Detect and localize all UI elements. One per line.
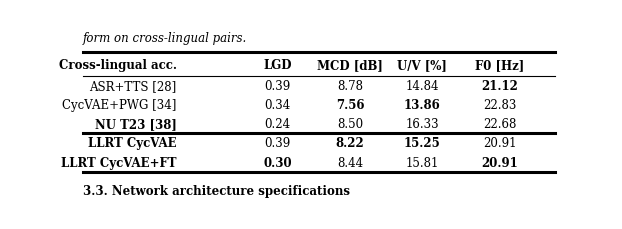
Text: 20.91: 20.91 [483,136,516,150]
Text: 8.50: 8.50 [337,117,363,130]
Text: 16.33: 16.33 [406,117,439,130]
Text: LLRT CycVAE+FT: LLRT CycVAE+FT [61,156,177,169]
Text: 22.68: 22.68 [483,117,516,130]
Text: 3.3. Network architecture specifications: 3.3. Network architecture specifications [83,184,350,197]
Text: CycVAE+PWG [34]: CycVAE+PWG [34] [62,99,177,112]
Text: Cross-lingual acc.: Cross-lingual acc. [58,58,177,71]
Text: MCD [dB]: MCD [dB] [317,58,383,71]
Text: LLRT CycVAE: LLRT CycVAE [88,136,177,150]
Text: LGD: LGD [264,58,292,71]
Text: 8.78: 8.78 [337,80,363,93]
Text: 22.83: 22.83 [483,99,516,112]
Text: 0.24: 0.24 [265,117,291,130]
Text: U/V [%]: U/V [%] [397,58,447,71]
Text: 0.34: 0.34 [265,99,291,112]
Text: 15.81: 15.81 [406,156,439,169]
Text: form on cross-lingual pairs.: form on cross-lingual pairs. [83,32,247,45]
Text: 20.91: 20.91 [481,156,518,169]
Text: 21.12: 21.12 [481,80,518,93]
Text: 13.86: 13.86 [404,99,441,112]
Text: F0 [Hz]: F0 [Hz] [475,58,524,71]
Text: NU T23 [38]: NU T23 [38] [95,117,177,130]
Text: 0.39: 0.39 [265,80,291,93]
Text: 15.25: 15.25 [404,136,441,150]
Text: 8.44: 8.44 [337,156,363,169]
Text: 8.22: 8.22 [336,136,364,150]
Text: ASR+TTS [28]: ASR+TTS [28] [90,80,177,93]
Text: 7.56: 7.56 [336,99,364,112]
Text: 0.30: 0.30 [264,156,292,169]
Text: 0.39: 0.39 [265,136,291,150]
Text: 14.84: 14.84 [406,80,439,93]
